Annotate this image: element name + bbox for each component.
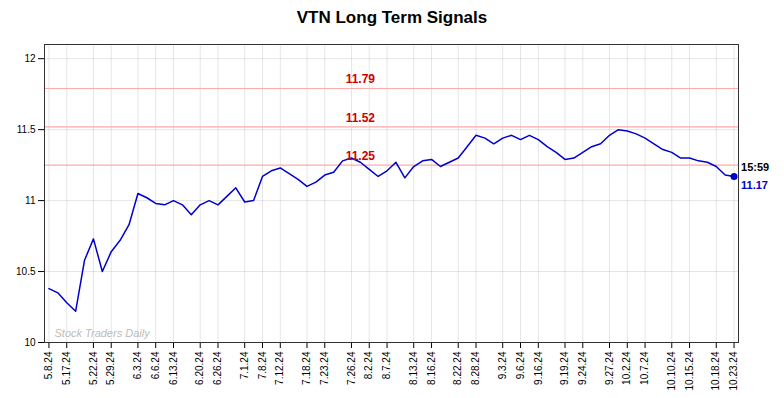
svg-text:10.23.24: 10.23.24 xyxy=(728,351,739,390)
svg-text:11.17: 11.17 xyxy=(741,179,768,191)
svg-text:9.3.24: 9.3.24 xyxy=(497,351,508,379)
svg-text:9.16.24: 9.16.24 xyxy=(533,351,544,385)
svg-text:8.13.24: 8.13.24 xyxy=(408,351,419,385)
html-text:VTN Long Term Signals: VTN Long Term Signals xyxy=(296,8,488,27)
svg-text:7.26.24: 7.26.24 xyxy=(346,351,357,385)
svg-text:Stock Traders Daily: Stock Traders Daily xyxy=(55,327,152,339)
svg-text:8.16.24: 8.16.24 xyxy=(426,351,437,385)
svg-text:11.5: 11.5 xyxy=(17,124,36,135)
svg-text:8.7.24: 8.7.24 xyxy=(381,351,392,379)
svg-text:9.27.24: 9.27.24 xyxy=(604,351,615,385)
svg-text:7.1.24: 7.1.24 xyxy=(239,351,250,379)
svg-text:7.12.24: 7.12.24 xyxy=(274,351,285,385)
svg-text:6.20.24: 6.20.24 xyxy=(194,351,205,385)
svg-text:11.52: 11.52 xyxy=(346,111,376,125)
svg-text:6.6.24: 6.6.24 xyxy=(150,351,161,379)
svg-text:8.28.24: 8.28.24 xyxy=(470,351,481,385)
svg-text:6.13.24: 6.13.24 xyxy=(168,351,179,385)
svg-text:11.79: 11.79 xyxy=(346,72,376,86)
svg-text:15:59: 15:59 xyxy=(741,161,769,173)
svg-text:11: 11 xyxy=(25,195,36,206)
svg-text:5.22.24: 5.22.24 xyxy=(88,351,99,385)
svg-text:6.3.24: 6.3.24 xyxy=(132,351,143,379)
svg-text:5.29.24: 5.29.24 xyxy=(105,351,116,385)
svg-text:10.10.24: 10.10.24 xyxy=(666,351,677,390)
svg-text:10.15.24: 10.15.24 xyxy=(684,351,695,390)
svg-text:10.2.24: 10.2.24 xyxy=(621,351,632,385)
svg-text:9.6.24: 9.6.24 xyxy=(515,351,526,379)
svg-text:10: 10 xyxy=(24,337,36,348)
svg-text:11.25: 11.25 xyxy=(346,149,376,163)
svg-text:12: 12 xyxy=(24,53,36,64)
svg-text:10.5: 10.5 xyxy=(16,266,36,277)
svg-text:8.22.24: 8.22.24 xyxy=(452,351,463,385)
svg-text:9.19.24: 9.19.24 xyxy=(559,351,570,385)
svg-text:7.8.24: 7.8.24 xyxy=(257,351,268,379)
svg-text:7.23.24: 7.23.24 xyxy=(319,351,330,385)
svg-text:9.24.24: 9.24.24 xyxy=(577,351,588,385)
svg-text:5.8.24: 5.8.24 xyxy=(43,351,54,379)
svg-text:10.18.24: 10.18.24 xyxy=(710,351,721,390)
svg-text:10.7.24: 10.7.24 xyxy=(639,351,650,385)
svg-text:6.26.24: 6.26.24 xyxy=(212,351,223,385)
svg-text:7.18.24: 7.18.24 xyxy=(301,351,312,385)
svg-text:8.2.24: 8.2.24 xyxy=(363,351,374,379)
svg-text:5.17.24: 5.17.24 xyxy=(61,351,72,385)
